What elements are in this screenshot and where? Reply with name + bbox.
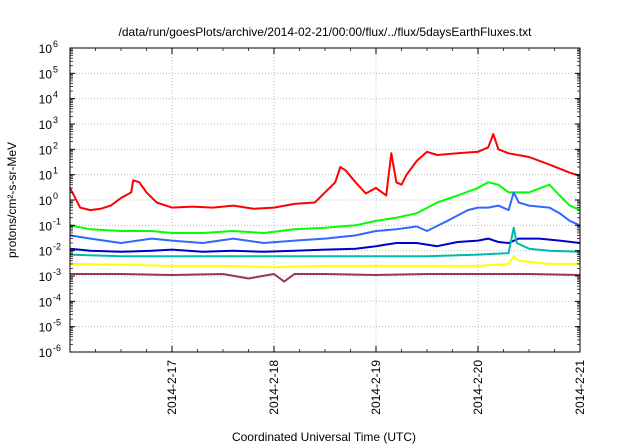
y-tick-exponent: 5 [53,64,58,74]
y-tick-label: 10 [39,270,53,284]
y-tick-label: 10 [39,295,53,309]
y-tick-exponent: -3 [53,267,61,277]
y-tick-exponent: -6 [53,343,61,353]
x-tick-label: 2014-2-20 [471,360,485,415]
series-line-1 [69,133,581,212]
x-tick-label: 2014-2-21 [573,360,587,415]
series-line-7 [70,273,581,283]
series-line-5 [69,226,581,258]
y-tick-label: 10 [39,321,53,335]
y-tick-label: 10 [39,245,53,259]
series-line-4 [69,237,581,253]
x-axis: 2014-2-17 2014-2-18 2014-2-19 2014-2-20 2014… [95,48,587,415]
series-line-3 [69,191,581,244]
x-tick-label: 2014-2-19 [369,360,383,415]
y-tick-exponent: -2 [53,242,61,252]
y-tick-label: 10 [39,42,53,56]
x-tick-label: 2014-2-18 [267,360,281,415]
chart-title: /data/run/goesPlots/archive/2014-02-21/0… [119,25,533,39]
series-line-2 [69,181,581,234]
y-tick-label: 10 [39,118,53,132]
data-series [69,133,581,283]
y-tick-label: 10 [39,346,53,360]
y-tick-exponent: 4 [53,90,58,100]
y-tick-label: 10 [39,67,53,81]
y-tick-exponent: -1 [53,216,61,226]
y-tick-exponent: 1 [53,166,58,176]
y-axis-label: protons/cm²-s-sr-MeV [5,142,19,258]
y-tick-exponent: 2 [53,140,58,150]
y-tick-exponent: -5 [53,318,61,328]
y-tick-exponent: 6 [53,39,58,49]
series-line-6 [69,255,580,269]
y-tick-label: 10 [39,219,53,233]
y-tick-exponent: 3 [53,115,58,125]
y-tick-label: 10 [39,169,53,183]
y-tick-label: 10 [39,143,53,157]
y-tick-exponent: 0 [53,191,58,201]
y-tick-label: 10 [39,93,53,107]
x-tick-label: 2014-2-17 [165,360,179,415]
y-tick-exponent: -4 [53,292,61,302]
y-tick-label: 10 [39,194,53,208]
gridlines [70,48,580,352]
y-axis: 10 -610 -510 -410 -310 -210 -110 010 110 210 310 41… [39,39,580,360]
x-axis-label: Coordinated Universal Time (UTC) [232,430,416,444]
